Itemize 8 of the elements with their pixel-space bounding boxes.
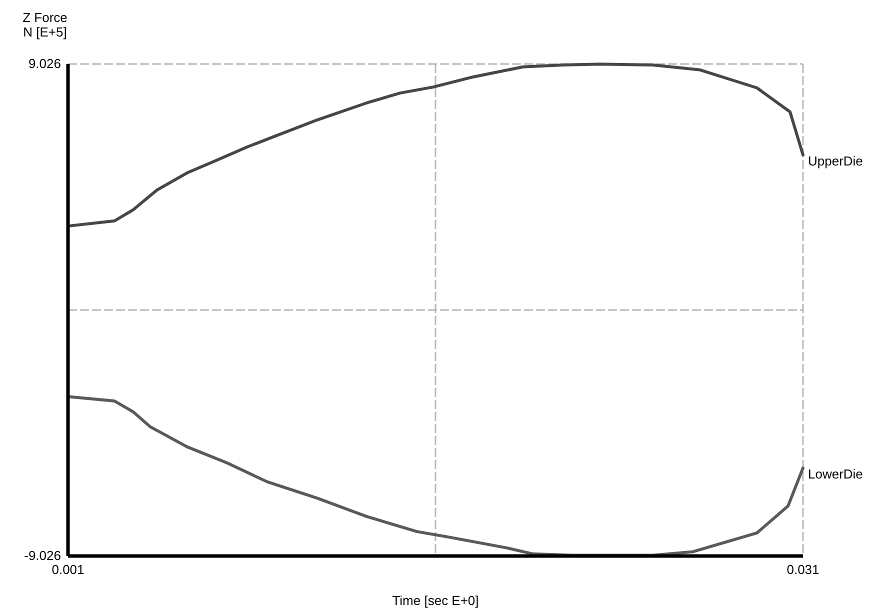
series-label: LowerDie (808, 466, 863, 482)
y-axis-title: Z Force N [E+5] (22, 10, 68, 40)
series-label: UpperDie (808, 153, 863, 168)
x-tick-label: 0.031 (786, 562, 820, 578)
y-tick-label: -9.026 (24, 548, 61, 564)
x-tick-label: 0.001 (52, 562, 84, 578)
y-tick-label: 9.026 (28, 56, 61, 72)
x-axis-title: Time [sec E+0] (392, 593, 479, 608)
